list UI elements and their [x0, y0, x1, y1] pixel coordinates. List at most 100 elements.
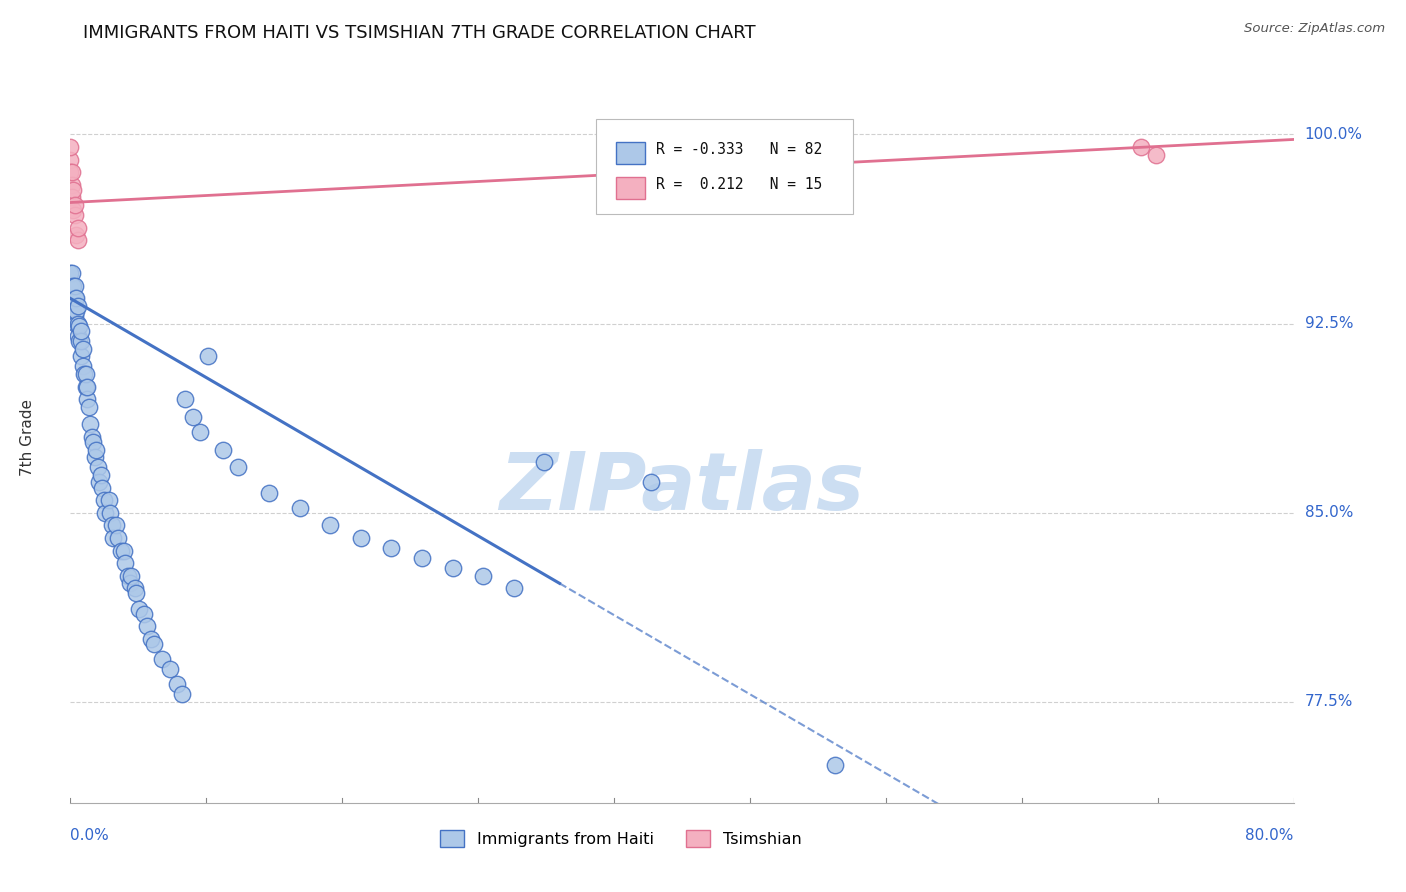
Point: [380, 541, 402, 555]
Point: [60, 278, 83, 293]
Point: [70, 324, 93, 338]
Point: [65, 317, 87, 331]
Point: [60, 178, 83, 192]
Text: R = -0.333   N = 82: R = -0.333 N = 82: [657, 142, 823, 157]
Point: [84, 442, 107, 457]
Point: [63, 208, 86, 222]
Point: [69, 334, 91, 349]
Point: [181, 409, 204, 424]
Text: 77.5%: 77.5%: [1305, 694, 1353, 709]
Point: [135, 619, 157, 633]
Point: [143, 637, 166, 651]
Point: [66, 329, 89, 343]
Point: [107, 531, 129, 545]
Point: [533, 455, 555, 469]
Point: [257, 485, 280, 500]
Point: [93, 493, 115, 508]
Text: 7th Grade: 7th Grade: [20, 399, 35, 475]
Point: [80, 430, 103, 444]
Point: [100, 518, 122, 533]
Text: R =  0.212   N = 15: R = 0.212 N = 15: [657, 178, 823, 193]
Point: [75, 379, 97, 393]
Point: [66, 220, 89, 235]
Point: [91, 481, 114, 495]
Text: Source: ZipAtlas.com: Source: ZipAtlas.com: [1244, 22, 1385, 36]
Text: 100.0%: 100.0%: [1305, 127, 1362, 142]
Point: [60, 266, 83, 280]
FancyBboxPatch shape: [616, 143, 645, 164]
Point: [89, 475, 111, 490]
Point: [60, 190, 83, 204]
Point: [77, 400, 100, 414]
Text: 80.0%: 80.0%: [1246, 828, 1294, 843]
Point: [640, 475, 662, 490]
Point: [94, 506, 117, 520]
Point: [824, 758, 846, 772]
Point: [288, 500, 311, 515]
Legend: Immigrants from Haiti, Tsimshian: Immigrants from Haiti, Tsimshian: [434, 824, 807, 854]
Point: [70, 334, 93, 349]
Point: [65, 228, 87, 243]
Point: [82, 435, 104, 450]
Point: [60, 291, 83, 305]
Point: [159, 662, 181, 676]
Point: [62, 203, 84, 218]
Point: [66, 317, 89, 331]
FancyBboxPatch shape: [596, 119, 853, 214]
Point: [63, 291, 86, 305]
Point: [150, 652, 173, 666]
FancyBboxPatch shape: [616, 178, 645, 200]
Point: [197, 350, 219, 364]
Point: [59, 278, 82, 293]
Point: [128, 601, 150, 615]
Point: [87, 460, 110, 475]
Point: [83, 450, 105, 465]
Point: [62, 291, 84, 305]
Text: 0.0%: 0.0%: [70, 828, 110, 843]
Text: ZIPatlas: ZIPatlas: [499, 450, 865, 527]
Point: [1144, 147, 1167, 161]
Point: [97, 493, 120, 508]
Text: 85.0%: 85.0%: [1305, 505, 1353, 520]
Point: [76, 379, 98, 393]
Point: [98, 506, 121, 520]
Point: [69, 319, 91, 334]
Point: [174, 392, 197, 407]
Point: [228, 460, 250, 475]
Point: [59, 140, 82, 154]
Text: 92.5%: 92.5%: [1305, 316, 1353, 331]
Point: [79, 417, 101, 432]
Text: IMMIGRANTS FROM HAITI VS TSIMSHIAN 7TH GRADE CORRELATION CHART: IMMIGRANTS FROM HAITI VS TSIMSHIAN 7TH G…: [83, 24, 755, 42]
Point: [59, 165, 82, 179]
Point: [170, 687, 193, 701]
Point: [62, 304, 84, 318]
Point: [65, 304, 87, 318]
Point: [59, 153, 82, 167]
Point: [125, 586, 148, 600]
Point: [70, 350, 93, 364]
Point: [121, 569, 143, 583]
Point: [90, 467, 112, 482]
Point: [114, 556, 136, 570]
Point: [117, 569, 139, 583]
Point: [112, 543, 135, 558]
Point: [132, 607, 155, 621]
Point: [166, 677, 188, 691]
Point: [75, 367, 97, 381]
Point: [60, 165, 83, 179]
Point: [502, 582, 524, 596]
Point: [188, 425, 211, 439]
Point: [441, 561, 464, 575]
Point: [62, 278, 84, 293]
Point: [141, 632, 163, 646]
Point: [105, 518, 128, 533]
Point: [118, 576, 141, 591]
Point: [66, 299, 89, 313]
Point: [63, 198, 86, 212]
Point: [62, 183, 84, 197]
Point: [72, 342, 94, 356]
Point: [73, 367, 96, 381]
Point: [65, 291, 87, 305]
Point: [66, 233, 89, 247]
Point: [212, 442, 235, 457]
